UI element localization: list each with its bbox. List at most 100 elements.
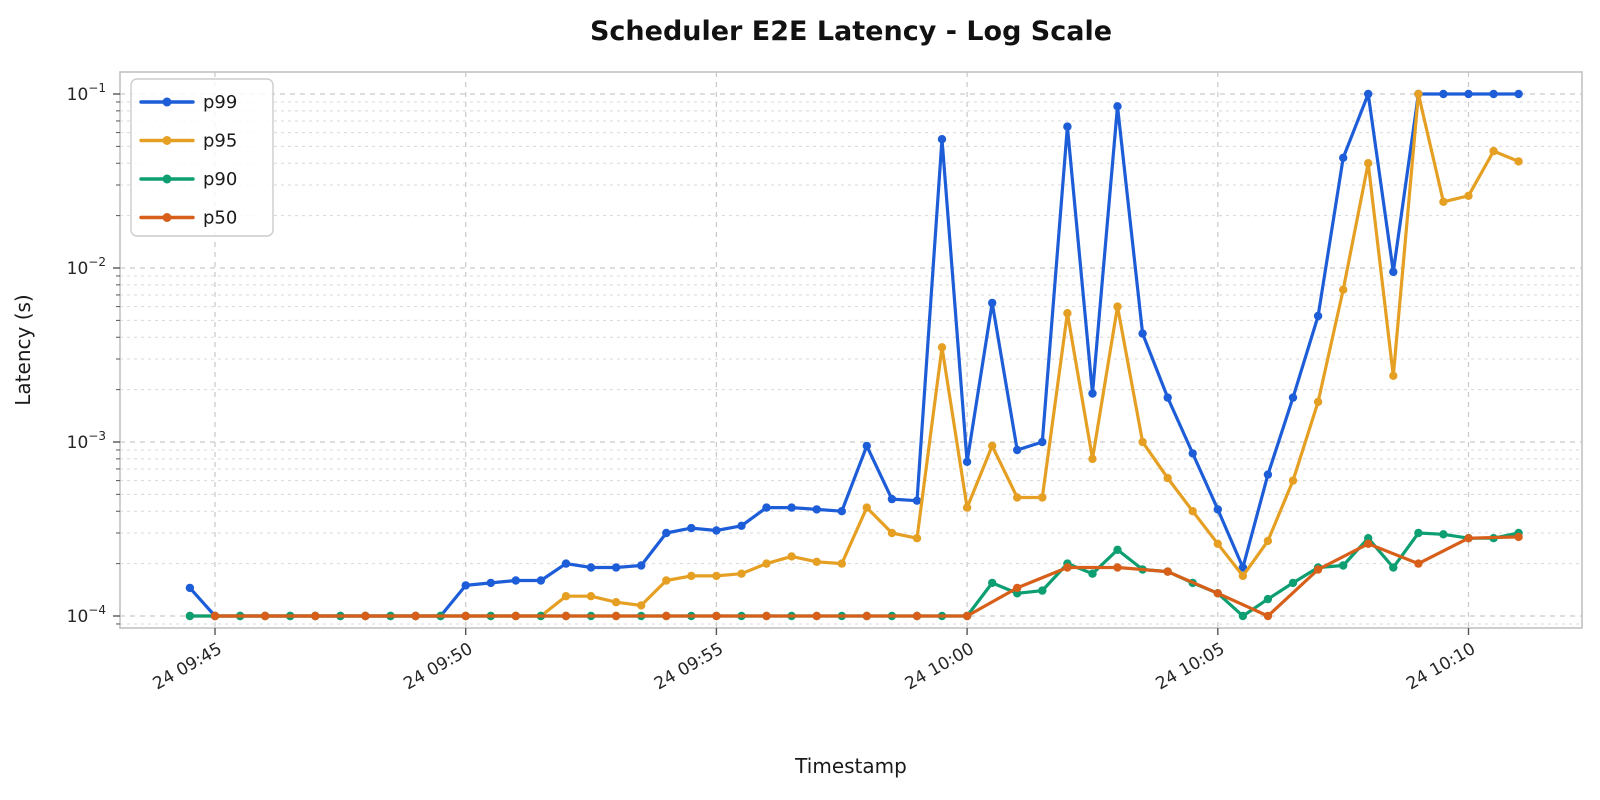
p95-markers: [185, 89, 1523, 621]
p99-point: [1088, 389, 1097, 398]
p50-point: [210, 611, 220, 621]
y-tick-label: 10−2: [67, 255, 106, 279]
p90-point: [1238, 611, 1248, 621]
p99-point: [787, 503, 796, 512]
legend-label: p95: [203, 131, 237, 152]
p95-point: [1339, 285, 1348, 294]
p90-point: [1038, 586, 1047, 595]
p99-point: [962, 457, 972, 466]
p95-point: [1188, 507, 1197, 516]
legend-marker: [162, 97, 172, 107]
p95-point: [1113, 302, 1122, 311]
p50-point: [1013, 583, 1022, 593]
p90-point: [1288, 578, 1298, 588]
p95-point: [1313, 397, 1323, 407]
p95-point: [1364, 159, 1373, 168]
p90-point: [185, 611, 195, 621]
p50-point: [1213, 589, 1223, 598]
x-tick-label: 24 09:50: [400, 639, 476, 694]
x-tick-label: 24 10:00: [902, 639, 978, 694]
p50-line: [213, 535, 1521, 618]
chart-title: Scheduler E2E Latency - Log Scale: [590, 16, 1112, 47]
p99-point: [1339, 153, 1348, 162]
p99-point: [1013, 445, 1022, 455]
p95-point: [812, 557, 821, 566]
legend-label: p90: [203, 169, 237, 190]
legend-entry-p90: p90: [139, 169, 237, 190]
p99-point: [1213, 505, 1223, 514]
legend-marker: [162, 174, 172, 184]
p95-point: [1213, 539, 1223, 548]
p99-point: [1489, 89, 1498, 99]
p95-point: [837, 559, 846, 568]
p50-point: [361, 611, 370, 621]
p99-point: [611, 563, 621, 572]
p95-point: [1464, 191, 1473, 200]
p99-point: [912, 496, 922, 505]
x-tick-label: 24 09:45: [150, 639, 226, 694]
p95-point: [637, 601, 646, 610]
p95-point: [1013, 493, 1022, 502]
p99-point: [1238, 563, 1248, 572]
legend-marker: [162, 213, 172, 222]
y-tick-label: 10−4: [67, 603, 106, 627]
p95-point: [586, 592, 596, 601]
p50-point: [762, 611, 771, 621]
p90-point: [1339, 561, 1348, 570]
p99-point: [762, 503, 771, 512]
p95-point: [1414, 89, 1423, 99]
p99-point: [561, 559, 571, 568]
p99-point: [486, 578, 495, 588]
p99-point: [1163, 393, 1172, 402]
p90-markers: [185, 528, 1523, 621]
p95-point: [1138, 437, 1147, 447]
p90-point: [1414, 528, 1423, 538]
p95-point: [737, 569, 746, 578]
p95-point: [1238, 571, 1248, 581]
p50-point: [1063, 563, 1072, 572]
legend-entry-p99: p99: [139, 92, 237, 113]
p50-point: [411, 611, 420, 621]
p99-point: [988, 298, 997, 308]
p50-point: [712, 611, 721, 621]
p99-point: [687, 523, 696, 533]
p95-point: [1063, 309, 1072, 318]
p99-point: [1263, 470, 1273, 479]
p95-point: [962, 503, 972, 512]
p99-point: [737, 521, 746, 530]
p50-point: [862, 611, 871, 621]
p99-point: [1514, 89, 1523, 99]
p99-point: [1063, 122, 1072, 131]
p90-point: [1439, 530, 1448, 539]
p99-point: [461, 581, 470, 590]
p99-point: [812, 505, 821, 514]
p95-point: [611, 598, 621, 607]
p99-point: [1439, 89, 1448, 99]
p50-point: [1163, 567, 1172, 576]
legend-label: p50: [203, 208, 237, 229]
p99-point: [662, 528, 671, 538]
p50-point: [1414, 559, 1423, 568]
p90-point: [1389, 563, 1398, 572]
p95-point: [1389, 371, 1398, 380]
p90-point: [1088, 569, 1097, 578]
p50-markers: [210, 532, 1523, 621]
p95-point: [988, 441, 997, 451]
legend-label: p99: [203, 92, 237, 113]
p95-point: [887, 528, 897, 538]
p50-point: [1263, 611, 1273, 621]
p99-point: [536, 576, 546, 585]
p50-point: [260, 611, 270, 621]
p95-point: [662, 576, 671, 585]
p99-point: [1464, 89, 1473, 99]
p50-point: [461, 611, 470, 621]
legend-entry-p95: p95: [139, 131, 237, 152]
p95-point: [862, 503, 871, 512]
p99-point: [1138, 329, 1147, 338]
x-tick-label: 24 09:55: [651, 639, 727, 694]
series-layer: [185, 89, 1523, 621]
p99-point: [185, 583, 195, 593]
p99-point: [1288, 393, 1298, 402]
p99-point: [837, 507, 846, 516]
